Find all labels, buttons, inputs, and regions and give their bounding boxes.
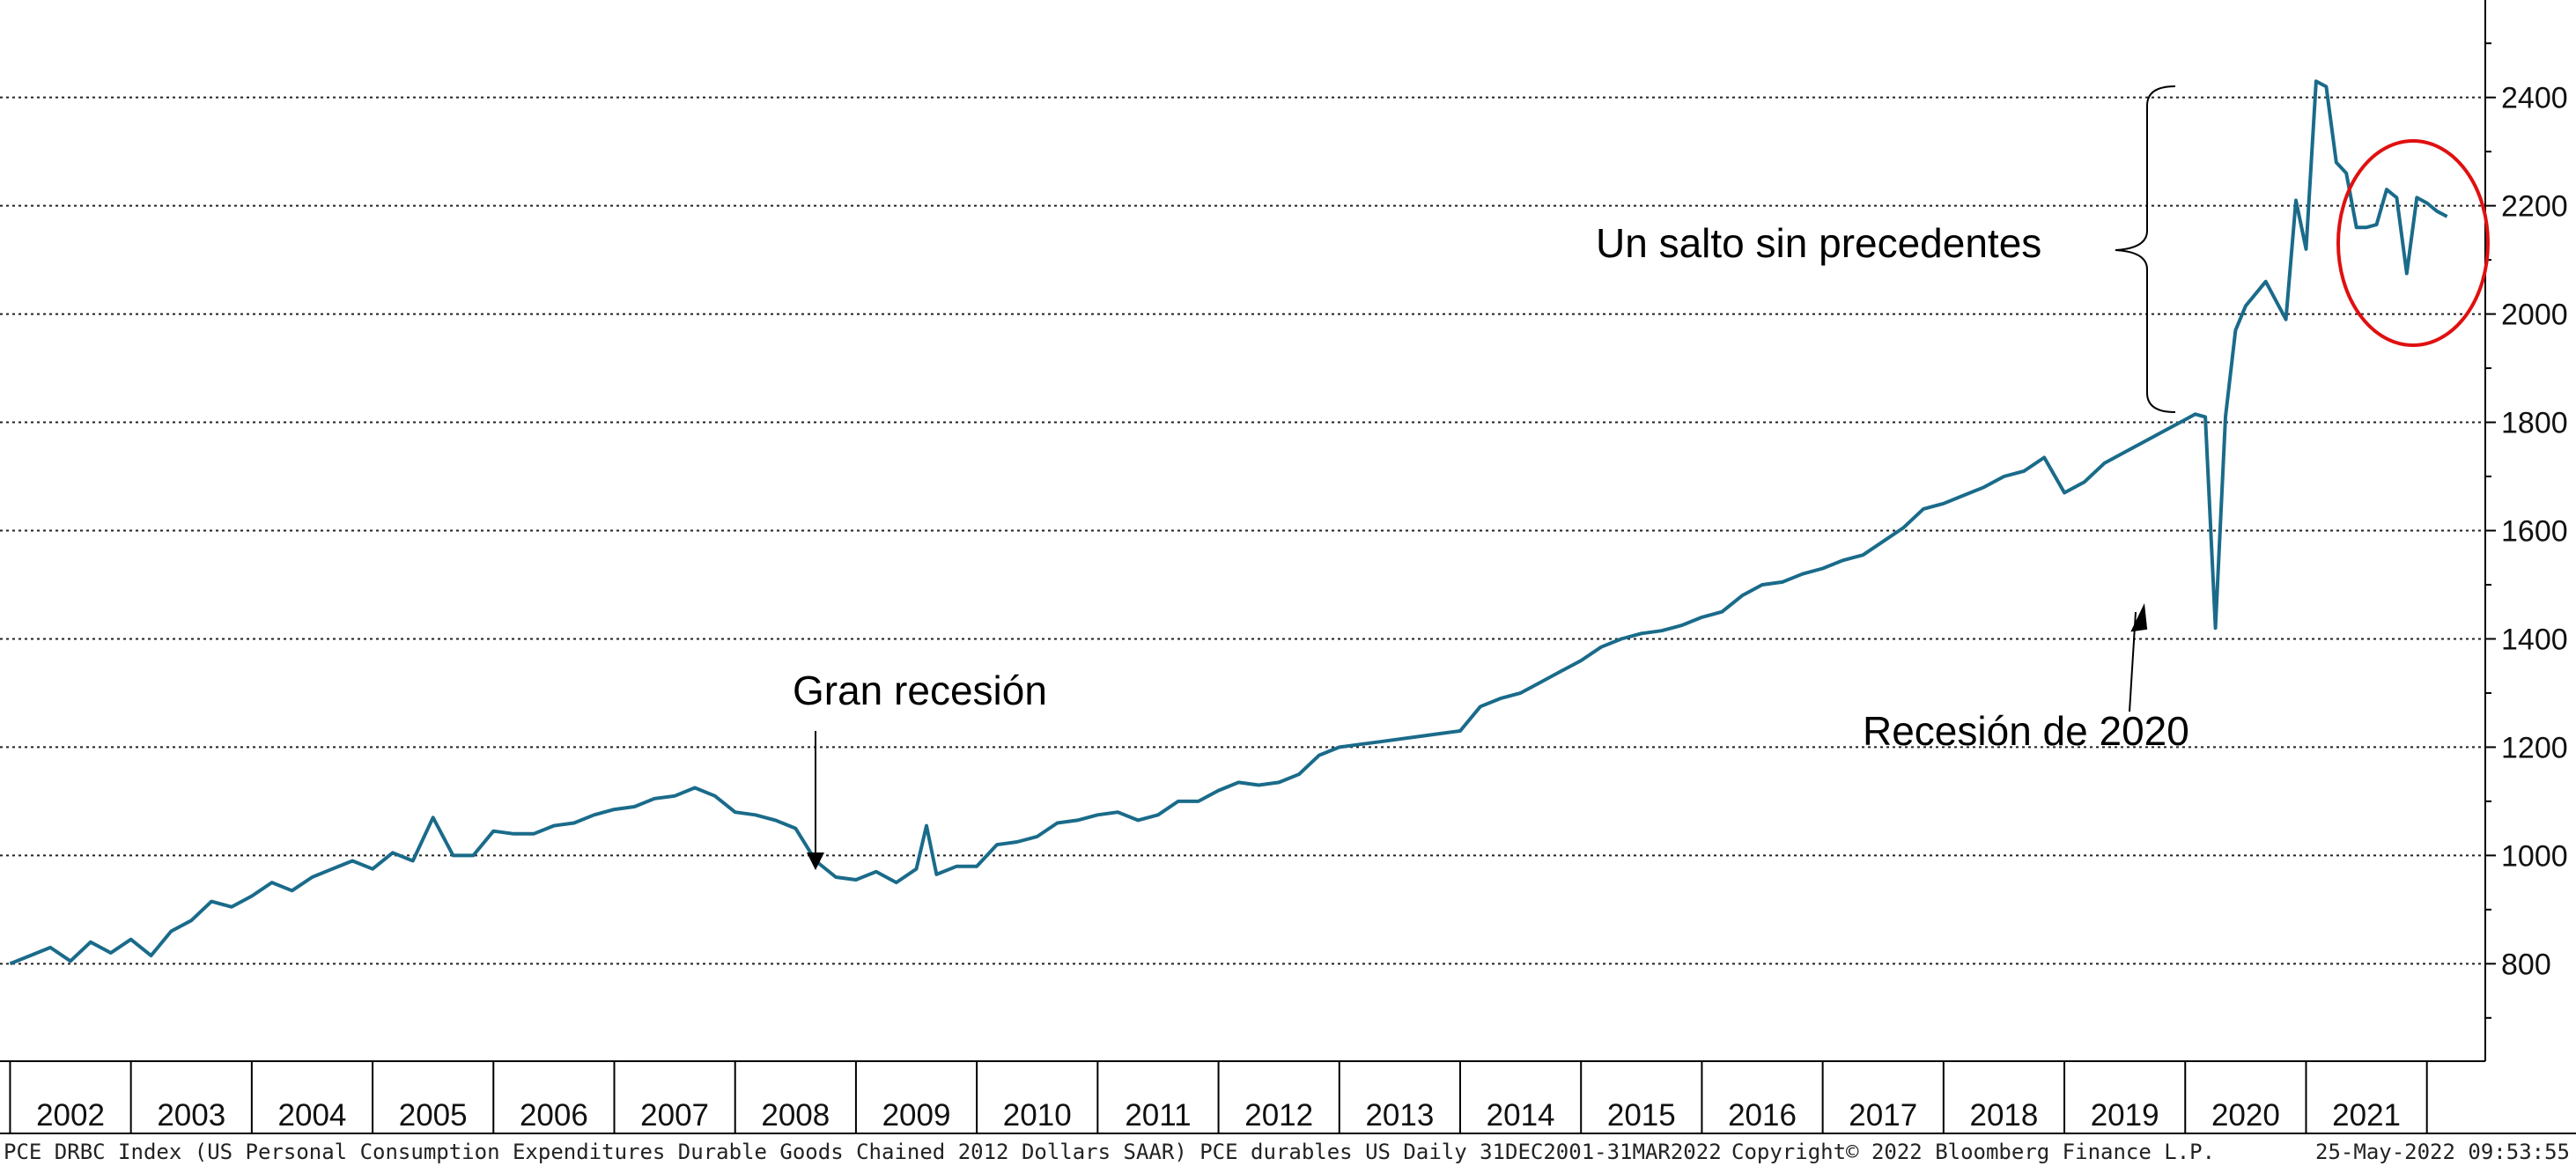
x-tick-label-2016: 2016 [1728,1098,1797,1133]
x-tick-label-2004: 2004 [278,1098,347,1133]
y-tick-label-2200: 2200 [2501,190,2568,224]
x-tick-label-2020: 2020 [2211,1098,2280,1133]
x-tick-label-2007: 2007 [640,1098,709,1133]
x-tick-label-2008: 2008 [761,1098,830,1133]
annotation-gran-recesion-arrowhead [807,852,824,870]
footer-copyright: Copyright© 2022 Bloomberg Finance L.P. [1731,1140,2215,1164]
annotation-gran-recesion: Gran recesión [793,668,1047,713]
y-tick-label-1000: 1000 [2501,839,2568,873]
x-tick-label-2017: 2017 [1849,1098,1917,1133]
x-tick-label-2002: 2002 [36,1098,105,1133]
x-tick-label-2005: 2005 [399,1098,468,1133]
x-tick-label-2009: 2009 [882,1098,951,1133]
x-tick-labels: 2002 2003 2004 2005 2006 2007 2008 2009 2010 2011… [9,1061,2428,1133]
x-tick-label-2003: 2003 [157,1098,225,1133]
annotation-salto-brace [2115,85,2176,413]
footer-timestamp: 25-May-2022 09:53:55 [2315,1140,2570,1164]
annotation-recesion-2020: Recesión de 2020 [1863,708,2189,754]
x-tick-label-2014: 2014 [1487,1098,1555,1133]
annotation-recesion-2020-arrowhead [2130,602,2148,632]
y-tick-label-1200: 1200 [2501,731,2568,764]
y-tick-label-800: 800 [2501,948,2551,981]
highlight-ellipse [2336,139,2490,347]
x-tick-label-2010: 2010 [1003,1098,1072,1133]
x-tick-label-2021: 2021 [2332,1098,2401,1133]
annotation-salto: Un salto sin precedentes [1596,220,2041,266]
axis-frame [0,0,2576,1134]
footer-source: PCE DRBC Index (US Personal Consumption … [4,1140,1722,1164]
x-tick-label-2015: 2015 [1607,1098,1676,1133]
gridlines [0,42,2496,1019]
x-tick-label-2011: 2011 [1125,1098,1191,1133]
series-line-0 [9,79,2448,966]
x-tick-label-2018: 2018 [1970,1098,2039,1133]
y-tick-labels: 800 1000 1200 1400 1600 1800 2000 2200 2400 [2501,82,2568,982]
y-tick-label-1800: 1800 [2501,407,2568,440]
series-layer [9,79,2448,966]
x-tick-label-2006: 2006 [520,1098,588,1133]
x-tick-label-2013: 2013 [1365,1098,1434,1133]
y-tick-label-1600: 1600 [2501,515,2568,549]
x-tick-label-2012: 2012 [1244,1098,1313,1133]
x-tick-label-2019: 2019 [2091,1098,2159,1133]
y-tick-label-2400: 2400 [2501,82,2568,115]
y-tick-label-1400: 1400 [2501,623,2568,656]
y-tick-label-2000: 2000 [2501,299,2568,332]
